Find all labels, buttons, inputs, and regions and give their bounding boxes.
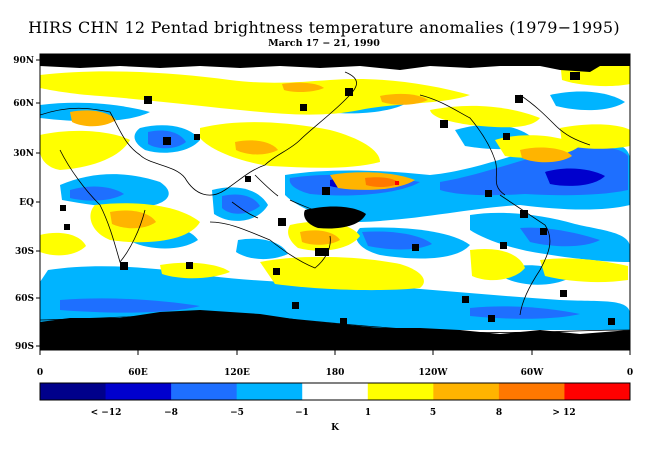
colorbar-tick-1-pos: 1 <box>365 408 371 418</box>
colorbar <box>40 383 631 400</box>
colorbar-ticks: < −12 −8 −5 −1 1 5 8 > 12 <box>91 408 576 418</box>
lat-label-30s: 30S <box>15 247 34 257</box>
colorbar-frame <box>39 382 631 401</box>
colorbar-tick-gt-12: > 12 <box>552 408 575 418</box>
colorbar-swatch-7 <box>498 383 565 400</box>
lon-label-60w: 60W <box>521 368 545 378</box>
anomaly-field <box>40 54 630 350</box>
colorbar-swatch-2 <box>171 383 238 400</box>
colorbar-swatch-3 <box>236 383 303 400</box>
colorbar-swatch-4 <box>302 383 369 400</box>
colorbar-tick-1-neg: −1 <box>295 408 309 418</box>
lon-label-0-west: 0 <box>37 368 43 378</box>
colorbar-swatch-8 <box>564 383 631 400</box>
lat-label-90n: 90N <box>13 56 34 66</box>
longitude-axis: 0 60E 120E 180 120W 60W 0 <box>37 350 633 378</box>
lon-label-120w: 120W <box>419 368 449 378</box>
colorbar-tick-5-pos: 5 <box>430 408 436 418</box>
colorbar-tick-8-pos: 8 <box>496 408 502 418</box>
latitude-axis: 90N 60N 30N EQ 30S 60S 90S <box>13 56 40 352</box>
lat-label-60n: 60N <box>13 99 34 109</box>
map-subtitle: March 17 − 21, 1990 <box>268 38 380 49</box>
lon-label-120e: 120E <box>224 368 250 378</box>
colorbar-tick-lt-12: < −12 <box>91 408 122 418</box>
colorbar-tick-8-neg: −8 <box>164 408 178 418</box>
colorbar-swatch-0 <box>40 383 107 400</box>
colorbar-unit-label: K <box>331 423 340 433</box>
colorbar-swatch-1 <box>105 383 172 400</box>
lat-label-60s: 60S <box>15 294 34 304</box>
lon-label-0-east: 0 <box>627 368 633 378</box>
lon-label-60e: 60E <box>128 368 148 378</box>
lon-label-180: 180 <box>326 368 345 378</box>
lat-label-90s: 90S <box>15 342 34 352</box>
lat-label-30n: 30N <box>13 149 34 159</box>
colorbar-tick-5-neg: −5 <box>230 408 244 418</box>
colorbar-swatch-5 <box>367 383 434 400</box>
lat-label-eq: EQ <box>19 198 34 208</box>
colorbar-swatch-6 <box>433 383 500 400</box>
map-title: HIRS CHN 12 Pentad brightness temperatur… <box>28 18 620 37</box>
